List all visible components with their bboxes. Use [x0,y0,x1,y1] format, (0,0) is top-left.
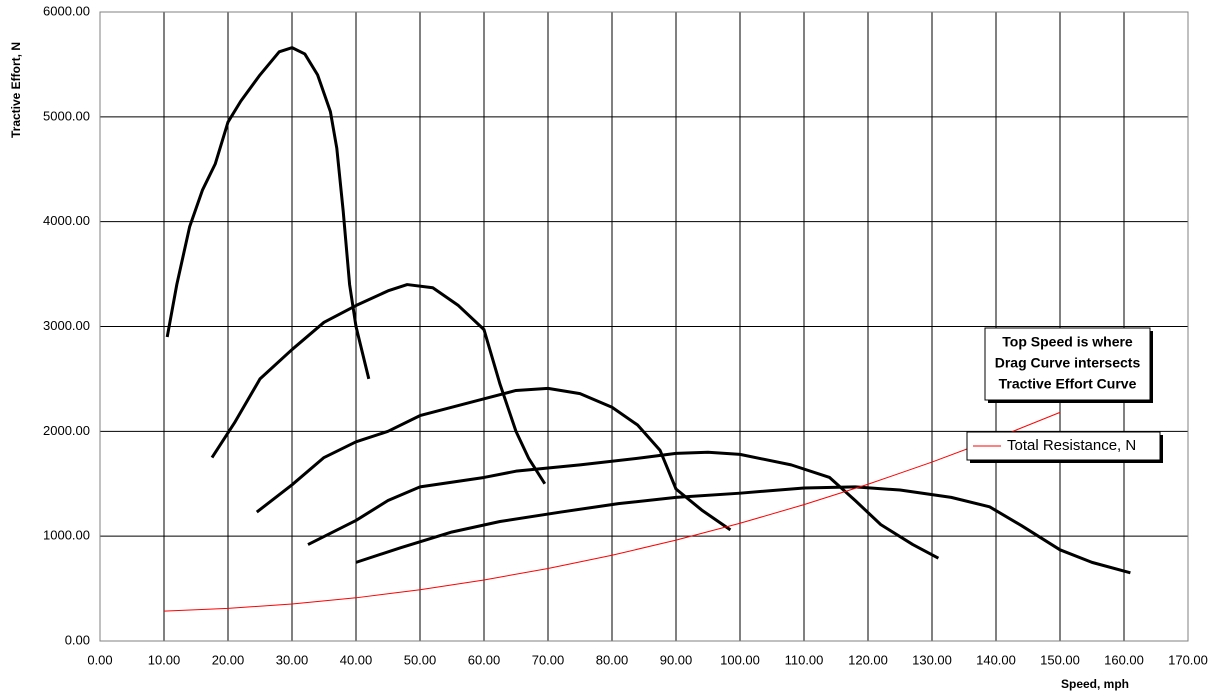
x-tick-label: 100.00 [720,652,760,667]
y-tick-label: 6000.00 [43,3,90,18]
y-axis-title: Tractive Effort, N [9,42,23,138]
x-tick-label: 50.00 [404,652,437,667]
x-tick-label: 40.00 [340,652,373,667]
legend-label: Total Resistance, N [1007,437,1136,454]
x-tick-label: 0.00 [87,652,112,667]
x-tick-label: 30.00 [276,652,309,667]
y-tick-label: 4000.00 [43,213,90,228]
series-line [355,485,1131,575]
annotation-box [984,327,1151,401]
x-tick-label: 80.00 [596,652,629,667]
series-line [165,46,371,380]
x-tick-label: 150.00 [1040,652,1080,667]
x-tick-label: 10.00 [148,652,181,667]
series-line [163,411,1061,612]
series-line [307,450,940,560]
x-tick-label: 90.00 [660,652,693,667]
x-tick-label: 160.00 [1104,652,1144,667]
x-axis-title: Speed, mph [1061,677,1129,691]
x-tick-label: 110.00 [785,652,824,667]
y-tick-label: 3000.00 [43,318,90,333]
y-tick-label: 2000.00 [43,423,90,438]
x-tick-label: 60.00 [468,652,501,667]
series-line [210,283,547,485]
annotation-text: Tractive Effort Curve [999,376,1137,392]
x-tick-label: 70.00 [532,652,565,667]
x-tick-label: 20.00 [212,652,245,667]
annotation-text: Drag Curve intersects [995,355,1141,371]
y-tick-label: 1000.00 [43,528,90,543]
y-tick-label: 0.00 [65,632,90,647]
x-tick-label: 130.00 [912,652,952,667]
plot-border [99,11,1189,642]
x-tick-label: 140.00 [976,652,1016,667]
series-line [255,386,732,532]
annotation-text: Top Speed is where [1002,334,1133,350]
x-tick-label: 170.00 [1168,652,1208,667]
y-tick-label: 5000.00 [43,108,90,123]
x-tick-label: 120.00 [848,652,888,667]
